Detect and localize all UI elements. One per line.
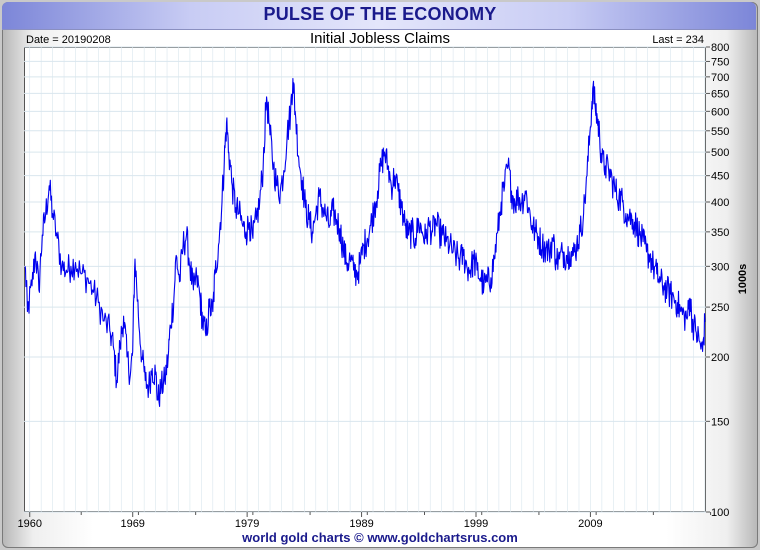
y-tick-label: 550 (711, 126, 729, 138)
y-tick-label: 200 (711, 352, 729, 364)
x-tick-label: 2009 (578, 518, 602, 530)
y-tick-label: 400 (711, 197, 729, 209)
y-tick-label: 700 (711, 72, 729, 84)
x-tick-label: 1999 (464, 518, 488, 530)
chart-title: Initial Jobless Claims (309, 30, 451, 47)
y-tick-label: 500 (711, 147, 729, 159)
y-tick-label: 150 (711, 416, 729, 428)
x-tick-label: 1969 (120, 518, 144, 530)
y-tick-label: 350 (711, 227, 729, 239)
series-line-initial-jobless-claims (24, 77, 706, 407)
y-tick-label: 100 (711, 507, 729, 519)
y-tick-label: 450 (711, 171, 729, 183)
page-title: PULSE OF THE ECONOMY (263, 4, 497, 24)
grid-lines (24, 46, 706, 513)
x-tick-label: 1960 (17, 518, 41, 530)
last-value-label: Last = 234 (652, 34, 704, 46)
y-tick-label: 300 (711, 261, 729, 273)
y-tick-label: 800 (711, 42, 729, 54)
y-tick-label: 600 (711, 106, 729, 118)
y-axis-label: 1000s (737, 264, 749, 295)
y-tick-label: 750 (711, 56, 729, 68)
title-bar (2, 2, 756, 30)
x-tick-label: 1979 (235, 518, 259, 530)
x-tick-label: 1989 (349, 518, 373, 530)
axis-layer: 100 150 200 250 300 350 400 450 500 550 600 650 700 7… (17, 42, 729, 530)
y-tick-label: 650 (711, 88, 729, 100)
footer-credit: world gold charts © www.goldchartsrus.co… (242, 530, 518, 545)
y-tick-label: 250 (711, 302, 729, 314)
date-label: Date = 20190208 (26, 34, 111, 46)
series-layer (24, 77, 706, 407)
